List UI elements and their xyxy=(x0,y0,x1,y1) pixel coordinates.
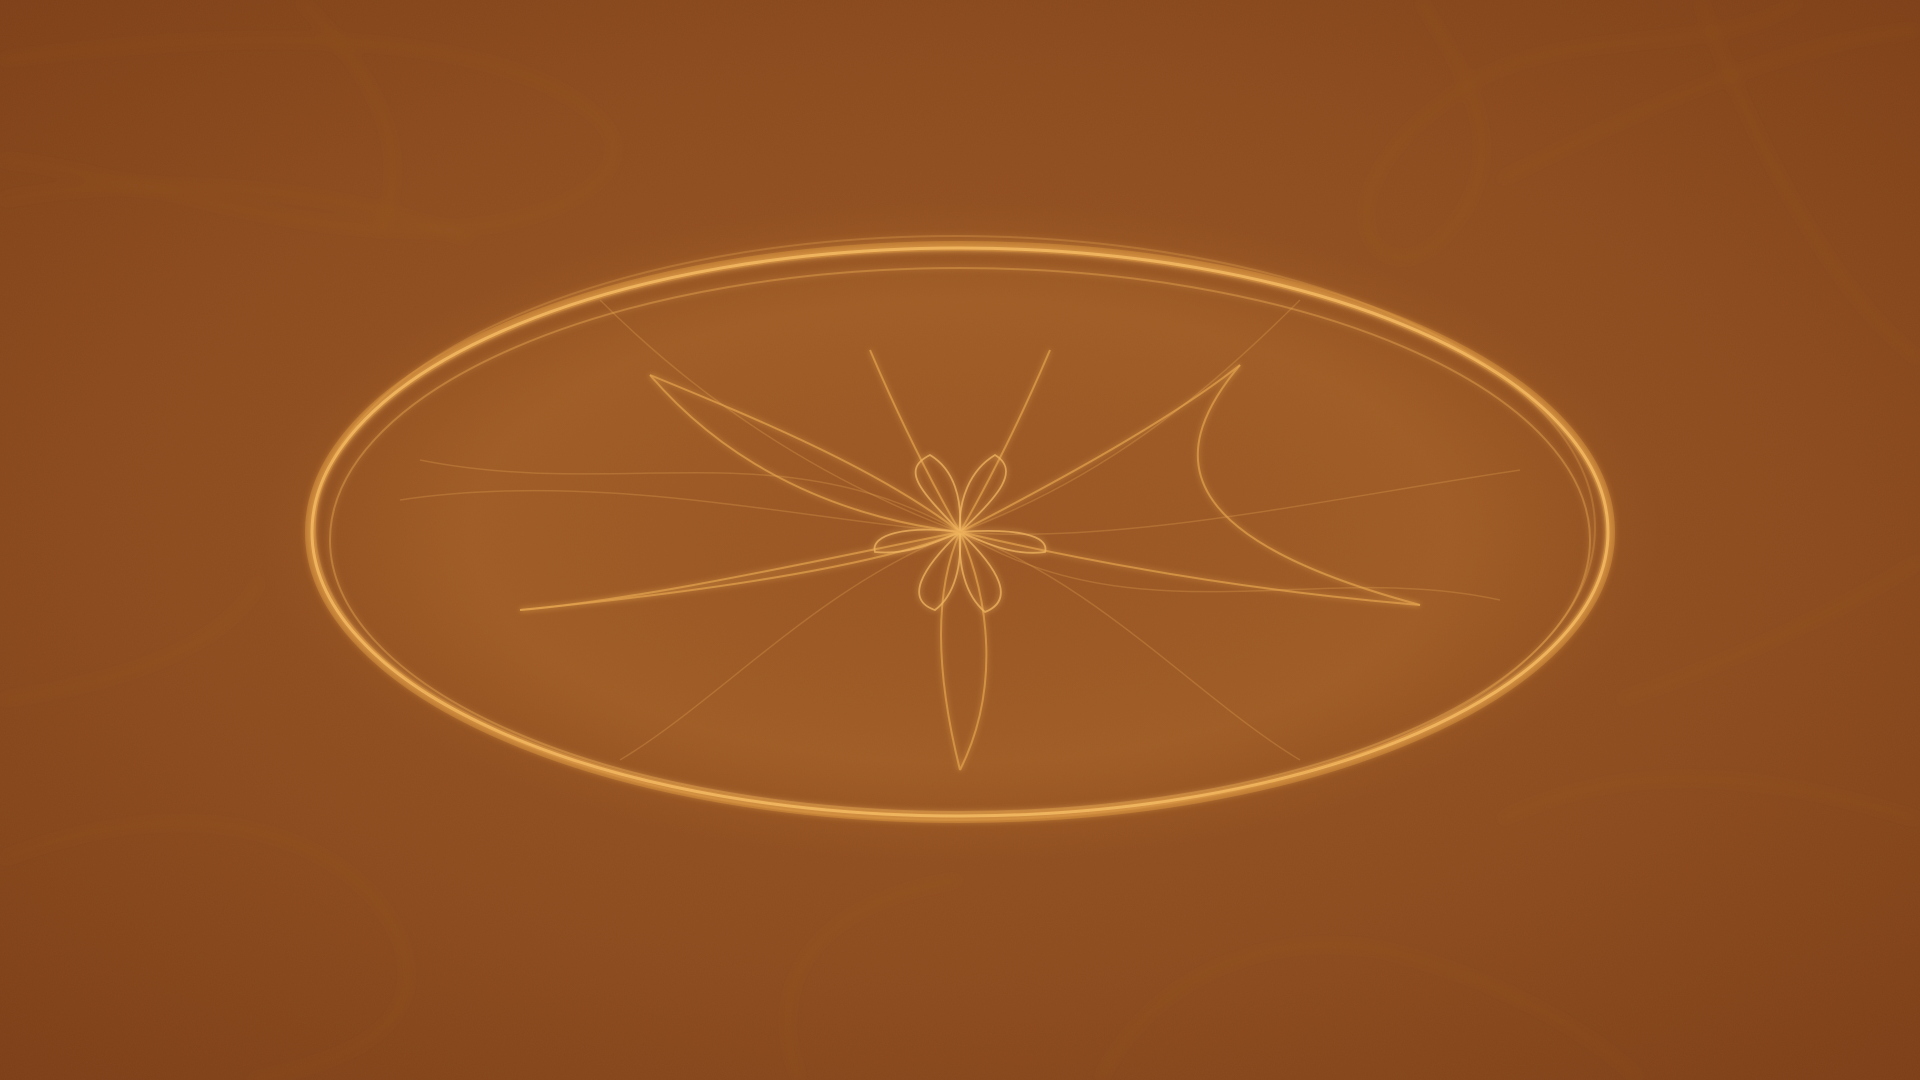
central-flower xyxy=(873,453,1047,614)
elliptical-ring xyxy=(305,235,1615,823)
filaments xyxy=(399,299,1521,761)
